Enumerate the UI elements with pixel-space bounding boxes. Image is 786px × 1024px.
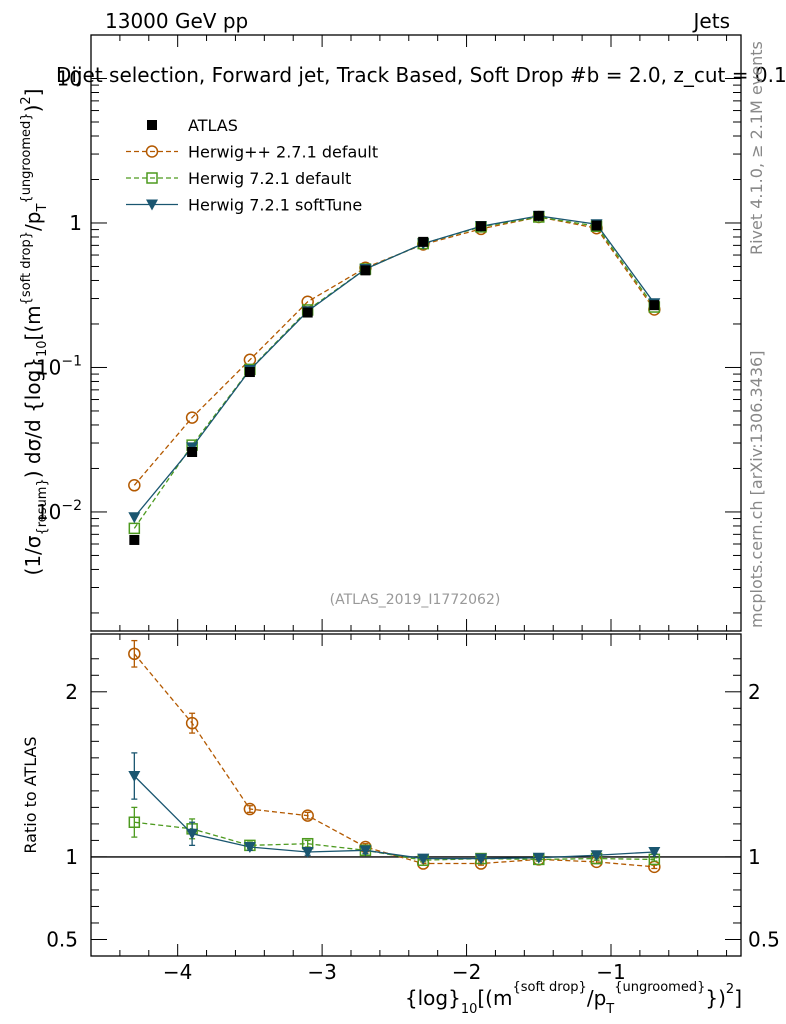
ratio-point bbox=[417, 853, 430, 865]
series-line bbox=[133, 216, 655, 486]
mcplots-label: mcplots.cern.ch [arXiv:1306.3436] bbox=[747, 351, 766, 628]
series-herwig-7-2-1-softtune bbox=[128, 210, 661, 524]
series-herwig-7-2-1-default bbox=[128, 211, 661, 535]
legend-marker bbox=[146, 172, 158, 184]
category-label: Jets bbox=[692, 9, 730, 33]
series-atlas bbox=[129, 210, 660, 545]
ratio-point bbox=[301, 809, 314, 822]
data-point bbox=[360, 265, 371, 276]
data-point bbox=[187, 446, 198, 457]
ratio-line bbox=[133, 653, 655, 868]
data-point bbox=[128, 479, 141, 492]
data-point bbox=[533, 210, 544, 221]
ratio-point bbox=[532, 852, 545, 864]
ratio-point bbox=[475, 853, 487, 865]
ratio-y-tick-label-right: 1 bbox=[748, 845, 761, 869]
legend-label: Herwig++ 2.7.1 default bbox=[188, 143, 378, 162]
ratio-point bbox=[128, 816, 141, 828]
data-point bbox=[128, 522, 141, 535]
energy-label: 13000 GeV pp bbox=[105, 9, 248, 33]
ratio-line bbox=[134, 821, 655, 861]
ratio-point bbox=[128, 771, 141, 783]
ratio-axes: −4 −3 −2 −1 0.5 0.5 1 1 2 2 bbox=[46, 634, 780, 984]
series-line bbox=[133, 216, 655, 529]
ratio-y-axis-label: Ratio to ATLAS bbox=[21, 736, 40, 853]
x-tick-label: −2 bbox=[452, 960, 481, 984]
ratio-y-tick-label-right: 2 bbox=[748, 680, 761, 704]
ratio-line bbox=[133, 775, 655, 860]
main-plot-frame bbox=[90, 34, 742, 632]
legend-marker bbox=[146, 199, 158, 211]
data-point bbox=[128, 512, 141, 524]
legend-label: Herwig 7.2.1 default bbox=[188, 169, 351, 188]
data-point bbox=[418, 236, 429, 247]
ratio-point bbox=[186, 828, 199, 840]
analysis-id: (ATLAS_2019_I1772062) bbox=[330, 592, 501, 608]
x-tick-label: −4 bbox=[163, 960, 192, 984]
rivet-label: Rivet 4.1.0, ≥ 2.1M events bbox=[747, 41, 766, 255]
ratio-point bbox=[243, 842, 256, 854]
ratio-y-tick-label-left: 2 bbox=[65, 680, 78, 704]
series-line bbox=[133, 215, 655, 518]
legend-label: Herwig 7.2.1 softTune bbox=[188, 196, 362, 215]
ratio-y-tick-label-left: 1 bbox=[65, 845, 78, 869]
legend: ATLAS Herwig++ 2.7.1 default Herwig 7.2.1 … bbox=[126, 116, 378, 215]
ratio-point bbox=[185, 716, 199, 730]
ratio-point bbox=[648, 846, 661, 858]
plot-title: Dijet selection, Forward jet, Track Base… bbox=[56, 63, 786, 87]
ratio-plot-frame bbox=[90, 633, 742, 957]
ratio-point bbox=[359, 845, 372, 857]
y-tick-label: 10−1 bbox=[36, 353, 82, 379]
data-point bbox=[591, 220, 602, 231]
legend-marker bbox=[147, 120, 157, 130]
ratio-y-tick-label-left: 0.5 bbox=[46, 927, 78, 951]
data-point bbox=[129, 534, 140, 545]
data-point bbox=[649, 300, 660, 311]
ratio-y-tick-label-right: 0.5 bbox=[748, 927, 780, 951]
x-tick-label: −1 bbox=[596, 960, 625, 984]
data-point bbox=[476, 221, 486, 232]
legend-label: ATLAS bbox=[188, 116, 238, 135]
ratio-point bbox=[128, 647, 141, 661]
series-herwig-2-7-1-default bbox=[128, 210, 661, 492]
ratio-point bbox=[301, 846, 314, 858]
y-tick-label: 1 bbox=[69, 211, 82, 235]
y-tick-label: 10 bbox=[57, 66, 82, 90]
ratio-point bbox=[243, 802, 257, 816]
x-axis-label: {log}10[(m{soft drop}/pT{ungroomed}})2] bbox=[405, 980, 742, 1017]
data-point bbox=[302, 307, 313, 318]
ratio-series-herwig-7-2-1-softtune bbox=[128, 752, 661, 865]
x-tick-label: −3 bbox=[307, 960, 336, 984]
main-y-axis-label: (1/σ{resum}) dσ/d {log}10[(m{soft drop}/… bbox=[19, 89, 50, 576]
data-point bbox=[244, 367, 255, 378]
data-point bbox=[185, 411, 199, 424]
ratio-point bbox=[590, 850, 603, 862]
legend-marker bbox=[145, 145, 159, 158]
